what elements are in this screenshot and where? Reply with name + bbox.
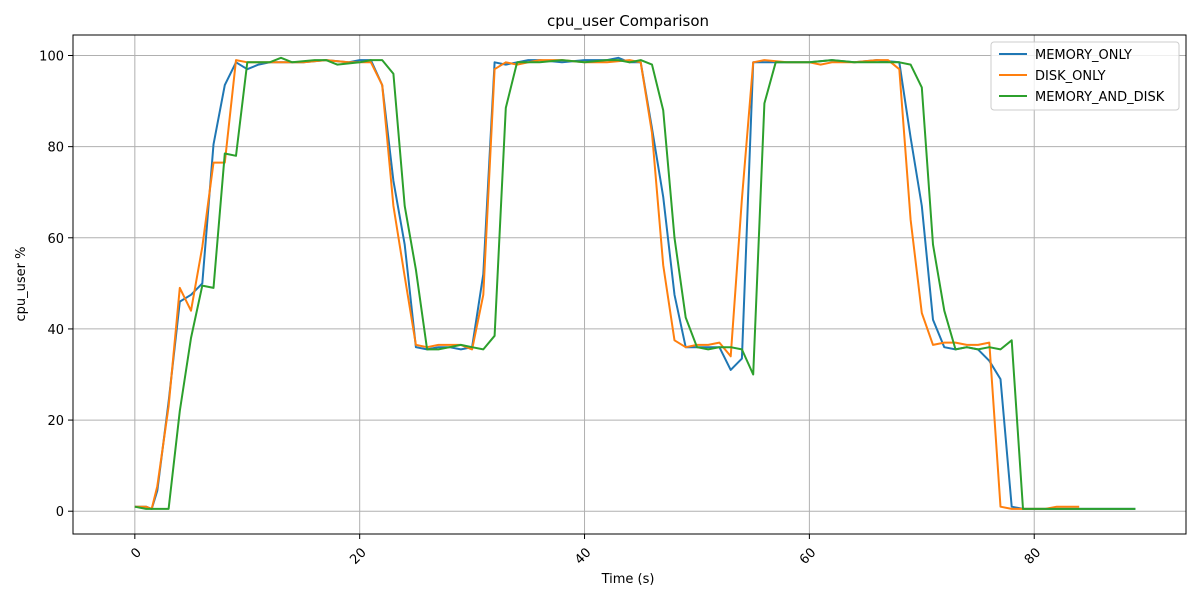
legend-label: DISK_ONLY — [1035, 69, 1106, 84]
y-axis-ticks: 0 20 40 60 80 100 — [39, 50, 73, 520]
y-tick-label: 100 — [39, 50, 64, 65]
y-tick-label: 20 — [47, 414, 64, 429]
legend-label: MEMORY_AND_DISK — [1035, 90, 1165, 105]
y-axis-label: cpu_user % — [14, 247, 29, 322]
y-tick-label: 40 — [47, 323, 64, 338]
y-tick-label: 80 — [47, 141, 64, 156]
legend: MEMORY_ONLY DISK_ONLY MEMORY_AND_DISK — [990, 41, 1180, 111]
y-tick-label: 0 — [56, 505, 64, 520]
series-lines — [134, 56, 1136, 510]
y-tick-label: 60 — [47, 232, 64, 247]
x-axis-label: Time (s) — [601, 572, 655, 587]
chart-title: cpu_user Comparison — [547, 12, 709, 31]
legend-box — [990, 41, 1180, 111]
plot-frame — [72, 34, 1187, 535]
series-line-memory-and-disk — [134, 56, 1136, 510]
legend-label: MEMORY_ONLY — [1035, 48, 1132, 63]
